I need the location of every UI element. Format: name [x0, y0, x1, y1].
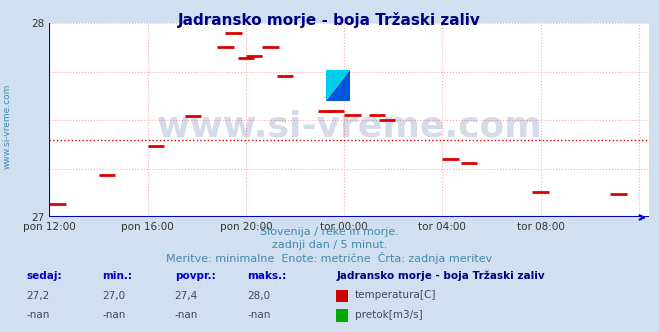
- Text: maks.:: maks.:: [247, 271, 287, 281]
- Text: www.si-vreme.com: www.si-vreme.com: [3, 83, 12, 169]
- Text: sedaj:: sedaj:: [26, 271, 62, 281]
- Text: temperatura[C]: temperatura[C]: [355, 290, 436, 300]
- Text: min.:: min.:: [102, 271, 132, 281]
- Text: Jadransko morje - boja Tržaski zaliv: Jadransko morje - boja Tržaski zaliv: [336, 271, 545, 281]
- Text: 27,2: 27,2: [26, 290, 49, 300]
- Text: -nan: -nan: [102, 310, 125, 320]
- Text: 27,4: 27,4: [175, 290, 198, 300]
- Text: povpr.:: povpr.:: [175, 271, 215, 281]
- Text: www.si-vreme.com: www.si-vreme.com: [156, 109, 542, 143]
- Text: Meritve: minimalne  Enote: metrične  Črta: zadnja meritev: Meritve: minimalne Enote: metrične Črta:…: [166, 252, 493, 264]
- Polygon shape: [326, 70, 351, 101]
- Text: -nan: -nan: [175, 310, 198, 320]
- Text: -nan: -nan: [26, 310, 49, 320]
- Bar: [326, 70, 351, 101]
- Text: -nan: -nan: [247, 310, 270, 320]
- Text: zadnji dan / 5 minut.: zadnji dan / 5 minut.: [272, 240, 387, 250]
- Text: pretok[m3/s]: pretok[m3/s]: [355, 310, 422, 320]
- Polygon shape: [326, 70, 351, 101]
- Text: 28,0: 28,0: [247, 290, 270, 300]
- Text: Slovenija / reke in morje.: Slovenija / reke in morje.: [260, 227, 399, 237]
- Text: Jadransko morje - boja Tržaski zaliv: Jadransko morje - boja Tržaski zaliv: [178, 12, 481, 28]
- Text: 27,0: 27,0: [102, 290, 125, 300]
